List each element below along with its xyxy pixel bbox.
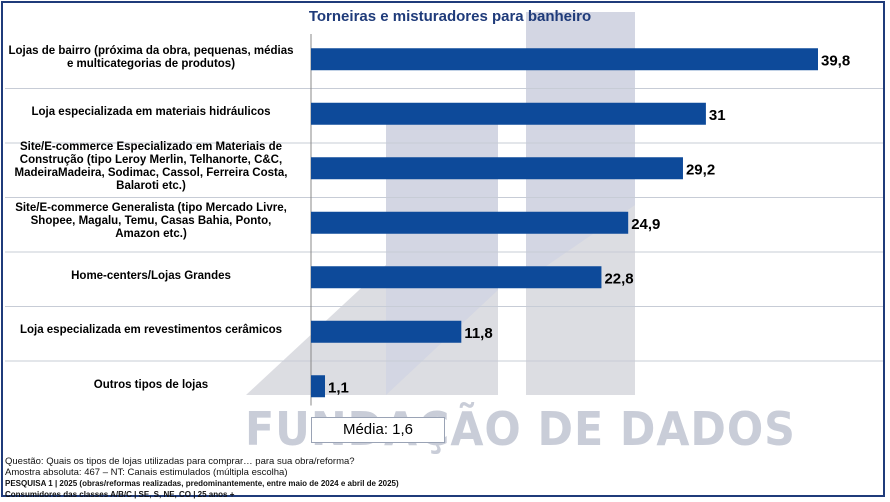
category-label-line: Amazon etc.) [115, 228, 187, 241]
category-label-7: Outros tipos de lojas [0, 379, 302, 392]
category-label-4: Site/E-commerce Generalista (tipo Mercad… [0, 202, 302, 241]
footer-sample: Amostra absoluta: 467 – NT: Canais estim… [5, 467, 288, 478]
category-label-3: Site/E-commerce Especializado em Materia… [0, 141, 302, 193]
value-label-5: 22,8 [604, 270, 633, 287]
category-label-line: Construção (tipo Leroy Merlin, Telhanort… [19, 154, 283, 167]
footer-consumers: Consumidores das classes A/B/C | SE, S, … [5, 490, 235, 499]
category-label-line: MadeiraMadeira, Sodimac, Cassol, Ferreir… [14, 167, 288, 180]
bar-3 [311, 157, 683, 180]
bar-6 [311, 320, 462, 343]
category-label-5: Home-centers/Lojas Grandes [0, 270, 302, 283]
chart-title: Torneiras e misturadores para banheiro [308, 8, 592, 25]
footer-research: PESQUISA 1 | 2025 (obras/reformas realiz… [5, 479, 399, 488]
footer-notes: Questão: Quais os tipos de lojas utiliza… [5, 456, 399, 500]
category-label-line: Site/E-commerce Especializado em Materia… [19, 141, 283, 154]
value-label-3: 29,2 [686, 161, 715, 178]
bar-4 [311, 211, 629, 234]
value-label-2: 31 [709, 107, 726, 124]
bar-2 [311, 102, 706, 125]
category-label-line: Loja especializada em revestimentos cerâ… [19, 324, 283, 337]
category-label-line: e multicategorias de produtos) [66, 58, 236, 71]
value-label-6: 11,8 [464, 325, 492, 342]
category-label-line: Site/E-commerce Generalista (tipo Mercad… [15, 202, 287, 215]
footer-question: Questão: Quais os tipos de lojas utiliza… [5, 456, 355, 467]
average-box: Média: 1,6 [311, 417, 445, 443]
bar-5 [311, 266, 602, 289]
bar-7 [311, 375, 326, 398]
category-label-2: Loja especializada em materiais hidráuli… [0, 106, 302, 119]
category-label-6: Loja especializada em revestimentos cerâ… [0, 324, 302, 337]
category-label-line: Lojas de bairro (próxima da obra, pequen… [8, 45, 294, 58]
category-label-line: Loja especializada em materiais hidráuli… [31, 106, 271, 119]
category-label-line: Outros tipos de lojas [93, 378, 209, 391]
category-label-line: Balaroti etc.) [116, 180, 186, 193]
category-label-1: Lojas de bairro (próxima da obra, pequen… [0, 45, 302, 71]
value-label-4: 24,9 [631, 216, 660, 233]
value-label-1: 39,8 [821, 52, 850, 69]
category-label-line: Home-centers/Lojas Grandes [71, 269, 231, 282]
value-label-7: 1,1 [328, 379, 349, 396]
bar-1 [311, 48, 818, 71]
category-label-line: Shopee, Magalu, Temu, Casas Bahia, Ponto… [30, 215, 272, 228]
